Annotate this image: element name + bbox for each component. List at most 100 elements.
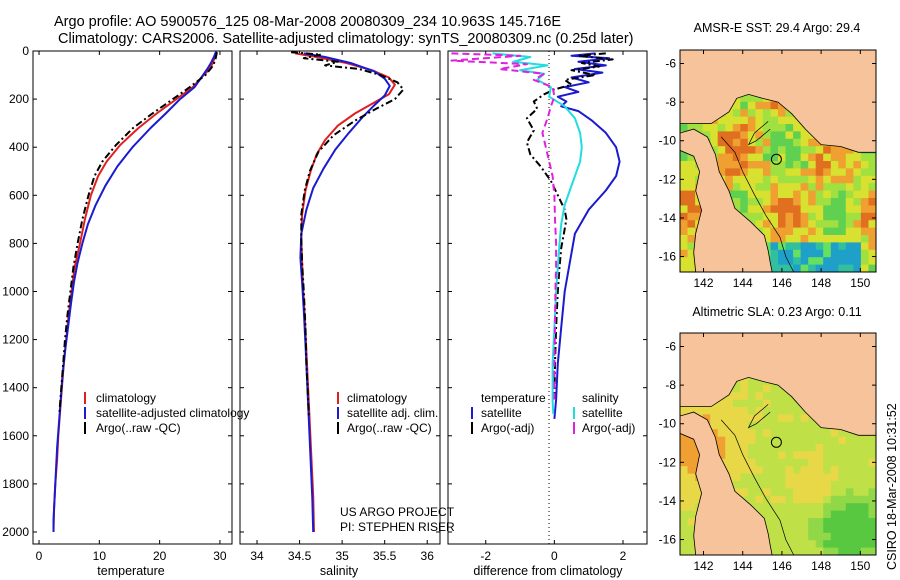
map-cell — [845, 249, 854, 258]
series-line-argo-raw-qc — [58, 52, 218, 412]
map-cell — [778, 131, 787, 140]
map-cell — [815, 547, 824, 555]
map-cell — [793, 414, 802, 423]
map-cell — [732, 384, 741, 393]
map-cell — [853, 227, 862, 236]
map-cell — [800, 510, 809, 519]
map-cell — [770, 503, 779, 512]
map-cell — [868, 235, 876, 243]
x-tick-label: 30 — [213, 549, 227, 563]
map-cell — [845, 257, 854, 266]
map-cell — [680, 451, 689, 460]
map-cell — [762, 466, 771, 475]
map-cell — [793, 124, 802, 132]
map-y-tick-label: -6 — [665, 340, 676, 354]
map-cell — [838, 190, 847, 199]
y-tick-label: 200 — [9, 92, 29, 106]
map-cell — [755, 175, 764, 184]
map-cell — [815, 220, 824, 229]
map-cell — [680, 473, 689, 482]
map-cell — [785, 414, 794, 423]
map-cell — [815, 451, 824, 460]
map-cell — [838, 436, 847, 445]
map-cell — [800, 220, 809, 229]
map-cell — [808, 510, 817, 519]
map-cell — [845, 525, 854, 534]
map-cell — [747, 212, 756, 221]
map-cell — [793, 481, 802, 489]
map-cell — [860, 547, 869, 555]
temperature-xlabel: temperature — [97, 564, 164, 578]
map-cell — [770, 510, 779, 519]
map-cell — [687, 183, 696, 192]
map-cell — [815, 257, 824, 266]
map-cell — [785, 444, 794, 452]
map-cell — [702, 131, 711, 140]
map-cell — [778, 518, 787, 526]
map-cell — [800, 414, 809, 423]
map-cell — [838, 540, 847, 549]
depth-ticks: 0 200 400 600 800 1000 1200 1400 1600 1800 2000 — [2, 44, 29, 539]
map-cell — [838, 257, 847, 266]
series-line-salinity-argo-adj — [450, 52, 558, 400]
map-cell — [687, 444, 696, 452]
map-cell — [800, 138, 809, 147]
x-tick-label: 0 — [36, 549, 43, 563]
map-cell — [747, 161, 756, 169]
map-cell — [732, 392, 741, 401]
map-cell — [860, 198, 869, 206]
map-cell — [770, 212, 779, 221]
map-cell — [860, 220, 869, 229]
map-cell — [868, 481, 876, 489]
map-cell — [815, 525, 824, 534]
map-cell — [823, 466, 832, 475]
map-cell — [860, 190, 869, 199]
map-cell — [808, 227, 817, 236]
map-cell — [808, 540, 817, 549]
map-cell — [800, 421, 809, 430]
map-cell — [860, 257, 869, 266]
map-cell — [785, 421, 794, 430]
reef-contour — [747, 404, 771, 429]
map-cell — [778, 227, 787, 236]
land-new-guinea — [680, 333, 876, 436]
map-cell — [868, 183, 876, 192]
map-cell — [680, 198, 689, 206]
map-cell — [838, 198, 847, 206]
sla-map-frame — [679, 332, 877, 556]
map-cell — [747, 190, 756, 199]
map-cell — [838, 153, 847, 162]
map-cell — [793, 138, 802, 147]
map-cell — [762, 235, 771, 243]
map-cell — [853, 220, 862, 229]
map-cell — [747, 175, 756, 184]
map-cell — [815, 242, 824, 251]
map-cell — [740, 392, 749, 401]
map-cell — [687, 161, 696, 169]
map-cell — [793, 436, 802, 445]
map-cell — [747, 466, 756, 475]
map-y-tick-label: -8 — [665, 378, 676, 392]
map-cell — [830, 481, 839, 489]
map-cell — [800, 473, 809, 482]
map-cell — [785, 175, 794, 184]
map-cell — [680, 525, 689, 534]
map-cell — [793, 466, 802, 475]
map-cell — [740, 205, 749, 214]
map-cell — [762, 131, 771, 140]
y-tick-label: 400 — [9, 140, 29, 154]
map-cell — [868, 495, 876, 504]
map-cell — [860, 175, 869, 184]
map-cell — [830, 235, 839, 243]
map-cell — [680, 205, 689, 214]
map-cell — [823, 220, 832, 229]
timestamp: CSIRO 18-Mar-2008 10:31:52 — [885, 403, 899, 570]
map-cell — [785, 212, 794, 221]
map-cell — [732, 146, 741, 155]
map-cell — [808, 495, 817, 504]
map-cell — [853, 444, 862, 452]
map-cell — [823, 444, 832, 452]
map-cell — [793, 153, 802, 162]
map-cell — [800, 205, 809, 214]
map-cell — [687, 518, 696, 526]
